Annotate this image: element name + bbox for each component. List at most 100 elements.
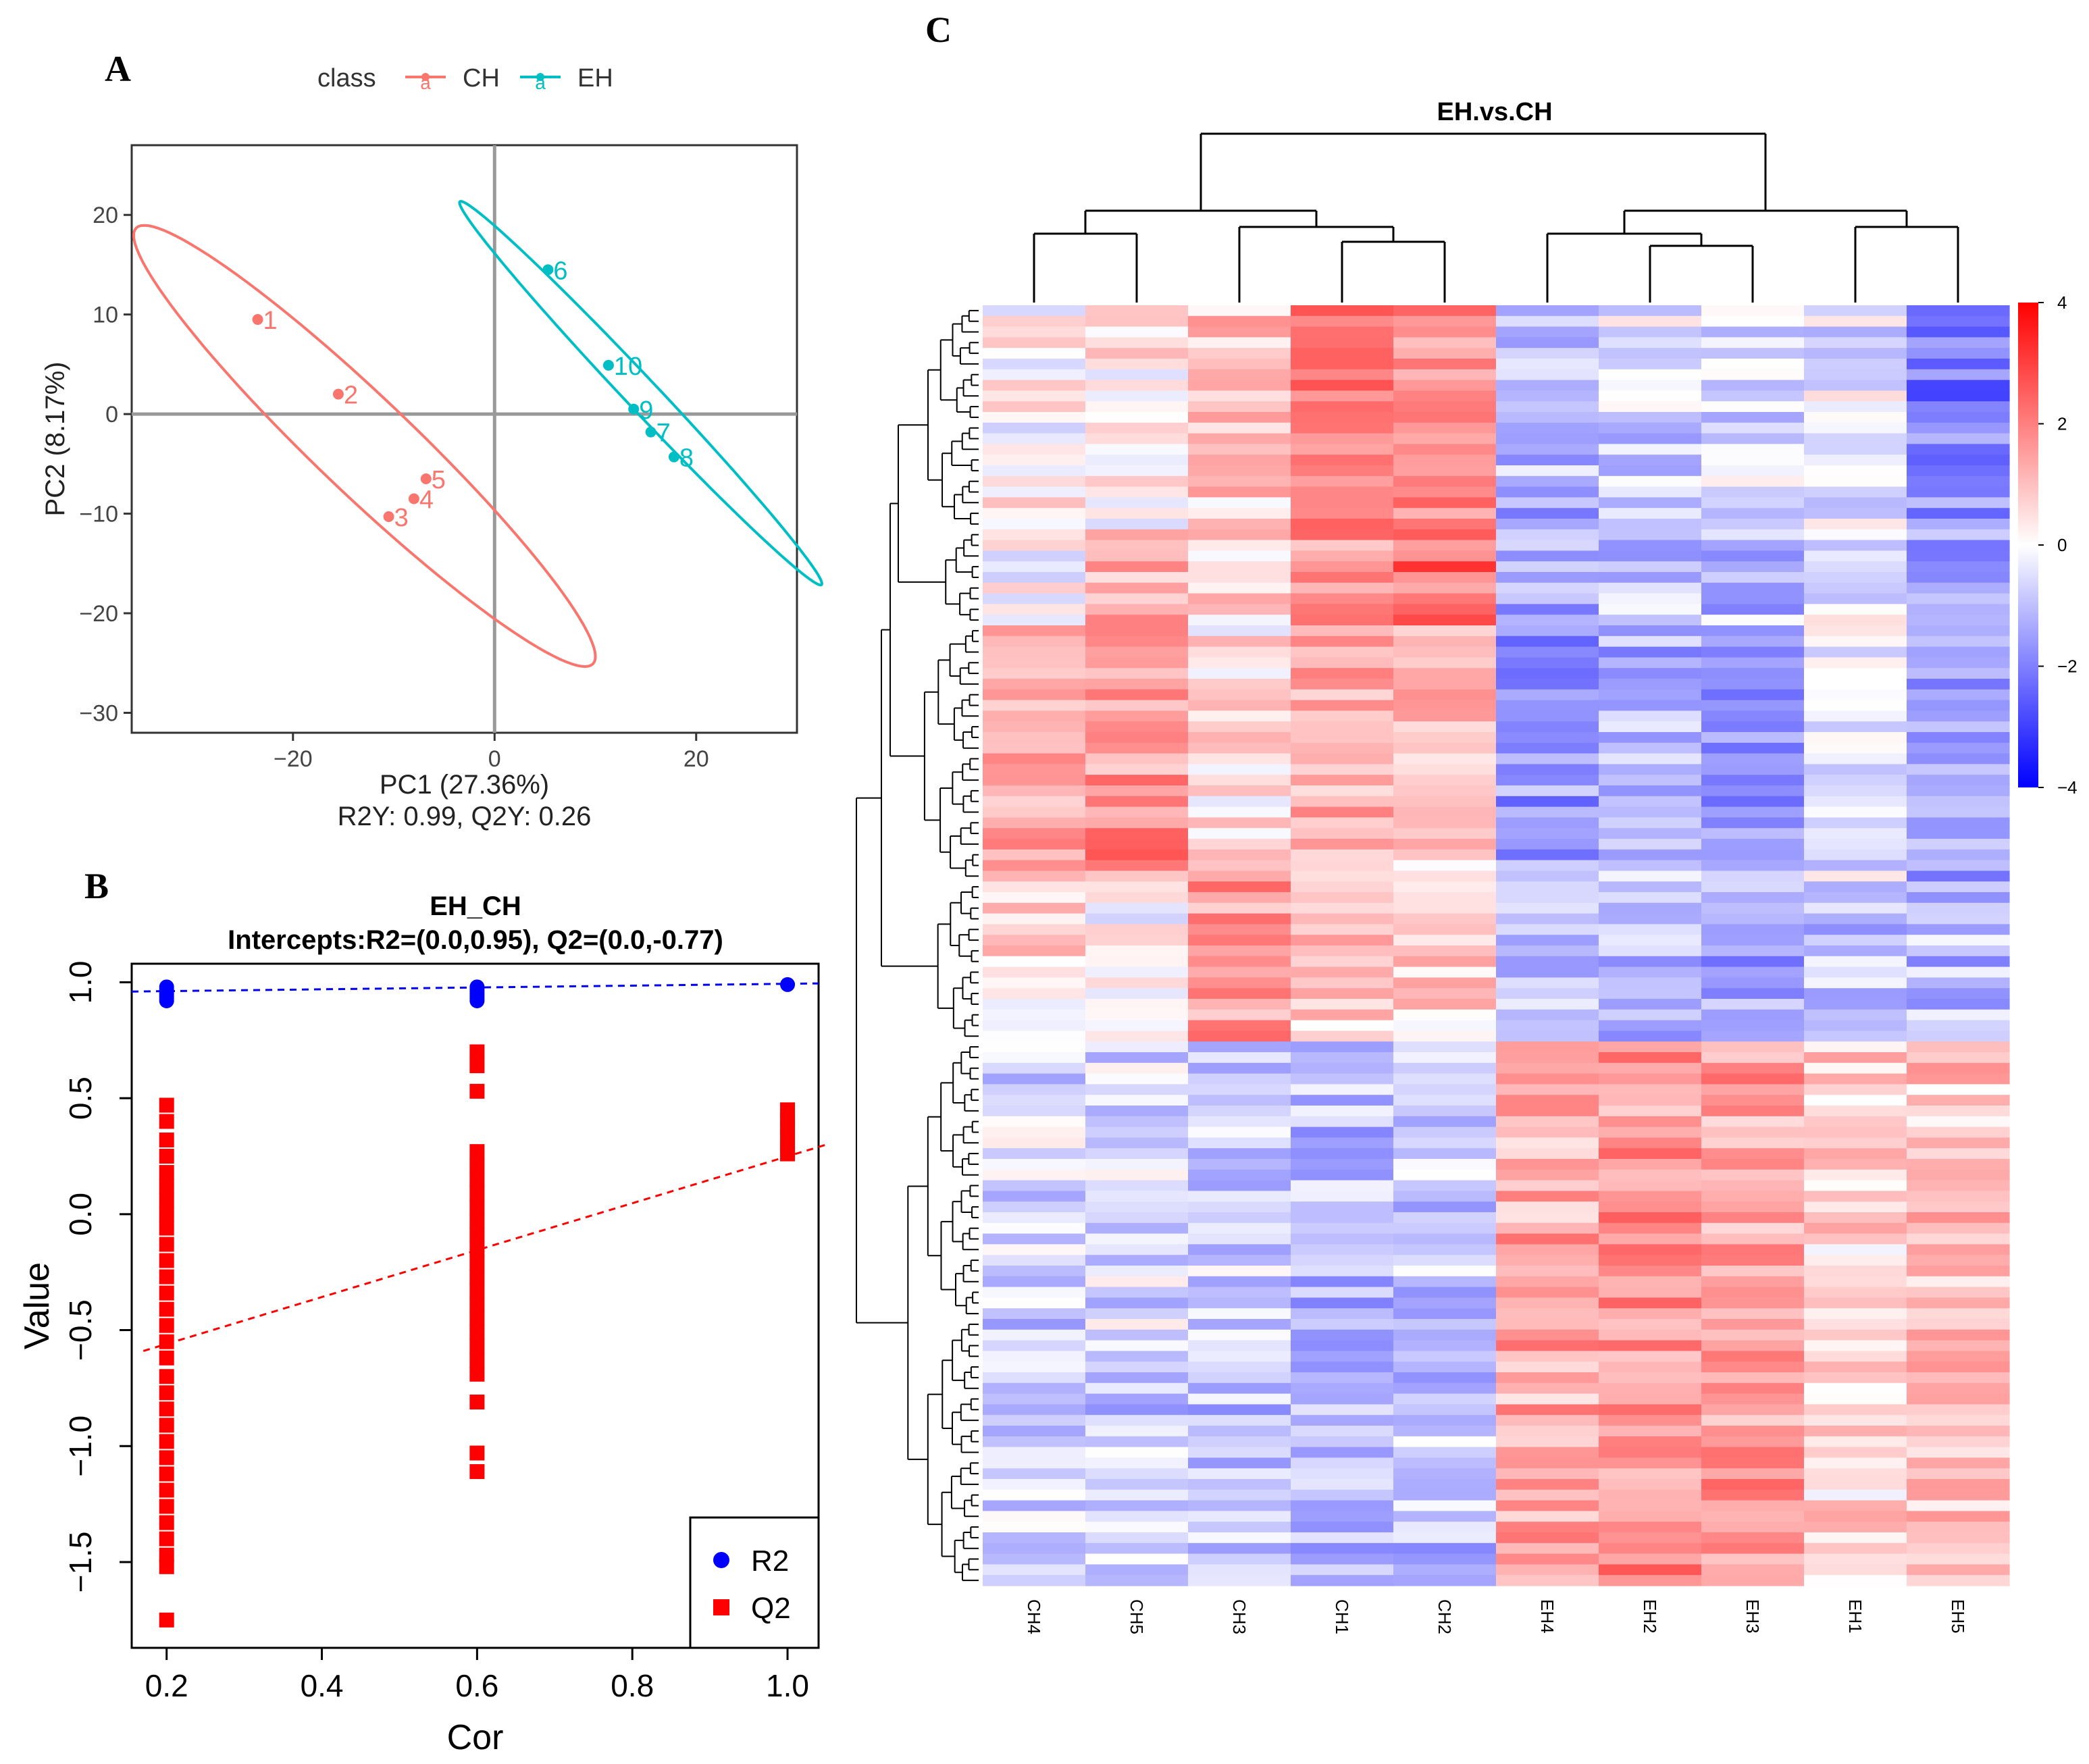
heatmap-cell [983,966,1086,978]
heatmap-cell [1701,785,1805,797]
heatmap-cell [1599,635,1702,648]
heatmap-cell [1188,1500,1291,1511]
heatmap-cell [1291,764,1394,775]
heatmap-cell [1599,1106,1702,1117]
heatmap-cell [1496,871,1599,882]
heatmap-cell [1496,913,1599,925]
heatmap-cell [1599,497,1702,509]
heatmap-cell [1907,892,2010,904]
heatmap-cell [983,1426,1086,1437]
heatmap-cell [1496,689,1599,701]
heatmap-cell [1701,444,1805,455]
heatmap-cell [1188,828,1291,839]
heatmap-cell [1804,966,1907,978]
heatmap-cell [1085,646,1189,658]
heatmap-cell [1907,1041,2010,1053]
legend-label-q2: Q2 [751,1592,791,1625]
heatmap-cell [1496,412,1599,423]
heatmap-cell [1599,1426,1702,1437]
heatmap-cell [1188,1522,1291,1533]
model-stats: R2Y: 0.99, Q2Y: 0.26 [338,802,592,831]
heatmap-cell [1188,412,1291,423]
heatmap-cell [1496,497,1599,509]
heatmap-cell [1599,475,1702,488]
heatmap-cell [1188,1073,1291,1085]
sample-point [645,426,656,438]
heatmap-cell [1393,913,1497,925]
heatmap-cell [983,635,1086,648]
heatmap-cell [1188,1084,1291,1095]
y-tick-label: −30 [79,701,118,727]
heatmap-cell [1085,1522,1189,1533]
r2-point [469,979,485,995]
heatmap-cell [983,326,1086,338]
heatmap-cell [1701,1553,1805,1565]
heatmap-cell [983,1191,1086,1202]
heatmap-cell [1907,1159,2010,1170]
heatmap-cell [1393,710,1497,722]
heatmap-cell [983,956,1086,968]
heatmap-cell [1393,1522,1497,1533]
heatmap-cell [1701,604,1805,615]
heatmap-cell [983,1222,1086,1235]
heatmap-cell [1907,326,2010,338]
heatmap-cell [1291,1201,1394,1213]
heatmap-cell [1599,359,1702,370]
heatmap-cell [1701,1062,1805,1074]
heatmap-cell [1085,1244,1189,1255]
heatmap-cell [1804,315,1907,328]
sample-point [602,359,614,371]
heatmap-cell [1188,902,1291,914]
heatmap-cell [1496,1137,1599,1149]
heatmap-cell [1599,1542,1702,1555]
heatmap-cell [1701,455,1805,466]
heatmap-cell [1188,999,1291,1010]
heatmap-cell [1085,497,1189,509]
heatmap-cell [983,1468,1086,1480]
heatmap-cell [1804,1426,1907,1437]
heatmap-cell [1701,550,1805,562]
heatmap-cell [1907,668,2010,679]
heatmap-cell [1496,796,1599,808]
heatmap-cell [1701,1426,1805,1437]
heatmap-cell [1701,635,1805,648]
heatmap-cell [1188,1020,1291,1031]
heatmap-cell [1907,1180,2010,1191]
heatmap-cell [1907,881,2010,893]
heatmap-cell [1496,1511,1599,1522]
heatmap-cell [1599,1137,1702,1149]
heatmap-cell [1496,700,1599,711]
heatmap-cell [1188,871,1291,882]
heatmap-cell [1599,668,1702,679]
heatmap-cell [1907,1511,2010,1522]
q2-point [159,1253,174,1268]
heatmap-cell [1085,1031,1189,1042]
heatmap-cell [1188,1404,1291,1416]
heatmap-cell [1085,1479,1189,1490]
heatmap-cell [1085,668,1189,679]
heatmap-cell [1804,1137,1907,1149]
heatmap-cell [1907,348,2010,359]
legend-label-eh: EH [577,64,613,93]
q2-point [469,1158,485,1173]
q2-point [159,1193,174,1208]
heatmap-cell [983,1447,1086,1458]
heatmap-cell [1701,1393,1805,1405]
column-label-ch2: CH2 [1435,1599,1455,1634]
heatmap-cell [1496,1542,1599,1555]
heatmap-cell [1907,1148,2010,1160]
heatmap-cell [1085,572,1189,583]
heatmap-cell [1291,1073,1394,1085]
heatmap-cell [1804,486,1907,498]
heatmap-cell [1188,1468,1291,1480]
heatmap-cell [1188,1255,1291,1266]
heatmap-cell [1804,732,1907,744]
heatmap-cell [1393,775,1497,786]
heatmap-cell [1701,1575,1805,1586]
heatmap-cell [1188,508,1291,519]
heatmap-cell [1804,369,1907,381]
row-dendrogram [856,309,979,1582]
heatmap-cell [1804,625,1907,637]
heatmap-cell [1701,988,1805,1000]
heatmap-cell [1291,635,1394,648]
